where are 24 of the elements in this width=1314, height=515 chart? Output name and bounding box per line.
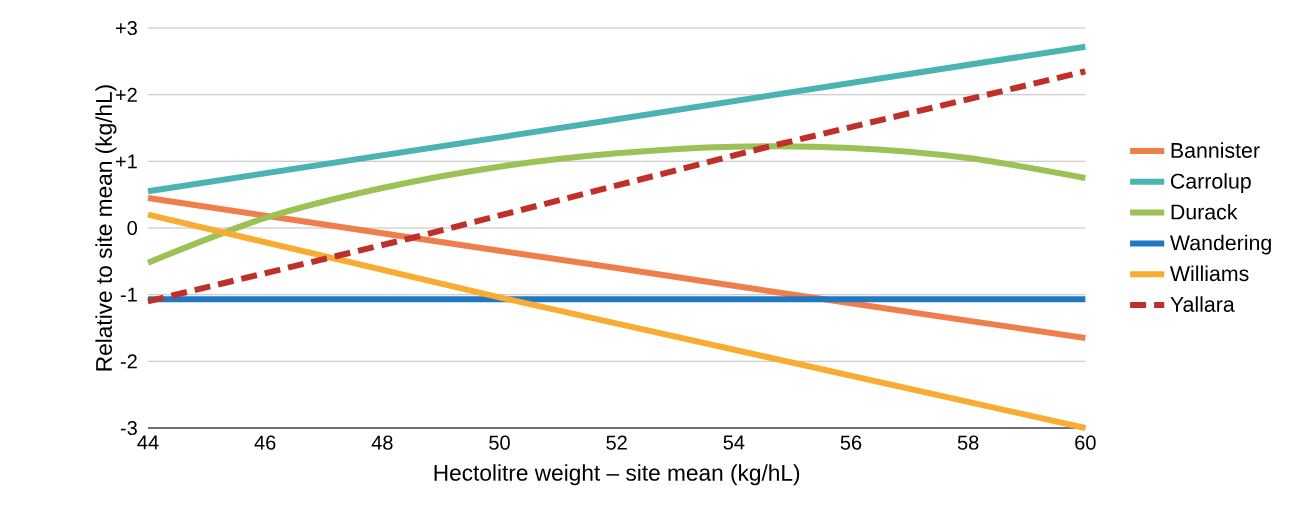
y-tick-label: +2 (115, 87, 137, 102)
x-tick-label: 60 (1075, 435, 1096, 450)
legend-label: Williams (1169, 265, 1249, 282)
x-axis-title: Hectolitre weight – site mean (kg/hL) (434, 464, 800, 486)
y-tick-label: +3 (115, 20, 137, 36)
legend-label: Bannister (1171, 142, 1260, 158)
legend-label: Yallara (1170, 296, 1235, 312)
x-tick-label: 44 (137, 435, 159, 450)
x-tick-label: 50 (489, 435, 510, 450)
y-tick-label: +1 (115, 154, 137, 169)
x-tick-label: 54 (723, 435, 745, 450)
x-tick-label: 52 (606, 435, 627, 450)
x-tick-label: 46 (254, 435, 276, 450)
y-tick-label: -3 (120, 420, 137, 436)
x-tick-label: 48 (371, 435, 393, 450)
y-tick-label: 0 (127, 220, 137, 236)
y-tick-label: -1 (120, 287, 137, 302)
x-tick-label: 56 (840, 435, 862, 450)
legend-label: Carrolup (1170, 173, 1251, 193)
legend-label: Wandering (1169, 234, 1271, 255)
y-axis-title: Relative to site mean (kg/hL) (95, 85, 117, 371)
legend-label: Durack (1171, 203, 1238, 220)
x-tick-label: 58 (957, 435, 979, 450)
y-tick-label: -2 (120, 354, 137, 369)
